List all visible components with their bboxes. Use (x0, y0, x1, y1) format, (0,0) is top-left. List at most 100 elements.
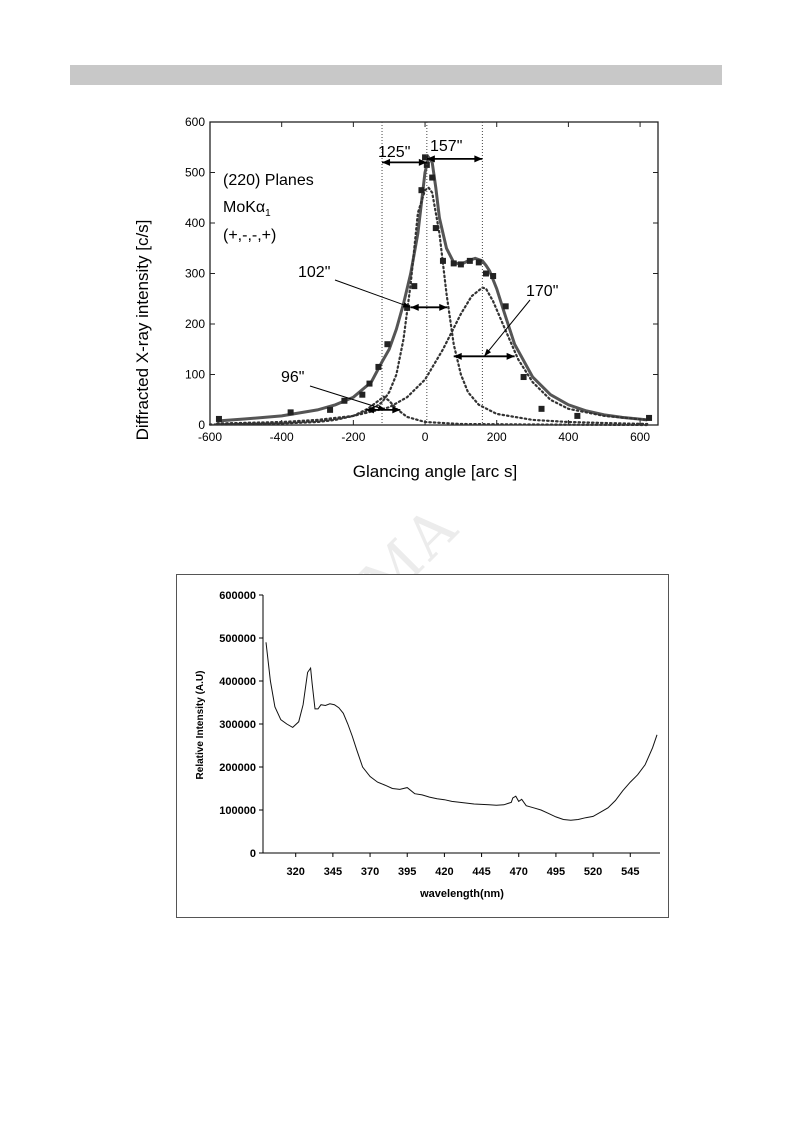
x-tick-label: -600 (198, 430, 222, 444)
fwhm-label-102: 102" (298, 264, 330, 281)
fwhm-arrow-157-head-right (474, 155, 483, 163)
y-tick-label: 400 (185, 216, 205, 230)
spectrum-chart: 0 100000 200000 300000 400000 500000 600000 320… (176, 574, 669, 918)
arrow-group (309, 155, 531, 414)
x-tick-label: 445 (472, 866, 490, 878)
radiation-label: MoKα1 (223, 199, 271, 219)
x-tick-label: 370 (361, 866, 379, 878)
x-tick-label: 0 (422, 430, 429, 444)
component-peak-line (216, 186, 649, 426)
y-tick-label: 500 (185, 166, 205, 180)
radiation-sub: 1 (265, 208, 271, 219)
y-tick-label: 100000 (219, 805, 256, 817)
pointer-96 (309, 385, 386, 411)
y-tick-label: 600 (185, 115, 205, 129)
data-point (375, 363, 382, 370)
x-tick-label: 495 (547, 866, 565, 878)
data-point (450, 260, 457, 267)
data-point (466, 257, 473, 264)
y-tick-label: 0 (198, 418, 205, 432)
x-tick-label: -400 (270, 430, 294, 444)
fwhm-arrow-157-head-left (426, 155, 435, 163)
y-tick-label: 400000 (219, 676, 256, 688)
data-point (482, 270, 489, 277)
y-tick-label: 300 (185, 267, 205, 281)
data-point (574, 412, 581, 419)
y-tick-label: 0 (250, 848, 256, 860)
data-point (422, 154, 429, 161)
y-tick-label: 300000 (219, 719, 256, 731)
data-point (432, 225, 439, 232)
x-tick-label: 545 (621, 866, 639, 878)
x-tick-label: 320 (287, 866, 305, 878)
fwhm-arrow-96-head-left (365, 406, 374, 414)
x-tick-label: -200 (341, 430, 365, 444)
data-point (439, 257, 446, 264)
planes-label: (220) Planes (223, 172, 314, 189)
fwhm-arrow-102-head-left (410, 303, 419, 311)
fwhm-arrow-170-head-left (453, 352, 462, 360)
x-axis-label: Glancing angle [arc s] (353, 462, 517, 481)
y-tick-label: 100 (185, 368, 205, 382)
header-bar (70, 65, 722, 85)
fwhm-arrow-96-head-right (392, 406, 401, 414)
pointer-102-head (402, 302, 411, 308)
component-peak-line (208, 395, 649, 427)
x-tick-label: 395 (398, 866, 416, 878)
fwhm-label-96: 96" (281, 369, 304, 386)
tick-labels: -600 -400 -200 0 200 400 600 0 100 200 300 400 500 60… (185, 115, 658, 444)
fwhm-arrow-125-head-right (418, 158, 427, 166)
data-point (287, 409, 294, 416)
y-tick-label: 200000 (219, 762, 256, 774)
data-point (475, 259, 482, 266)
data-point (502, 303, 509, 310)
series-group (208, 153, 649, 427)
fwhm-arrow-102-head-right (439, 303, 448, 311)
x-tick-label: 200 (487, 430, 507, 444)
data-point (538, 405, 545, 412)
y-axis-label: Diffracted X-ray intensity [c/s] (133, 220, 152, 441)
x-tick-label: 400 (558, 430, 578, 444)
xray-chart: -600 -400 -200 0 200 400 600 0 100 200 300 400 500 60… (133, 115, 659, 481)
fwhm-arrow-170-head-right (506, 352, 515, 360)
pointer-102 (334, 279, 411, 308)
x-tick-label: 345 (324, 866, 342, 878)
data-point (404, 304, 411, 311)
y-tick-label: 200 (185, 317, 205, 331)
component-peak-line (216, 286, 649, 425)
data-point (490, 273, 497, 280)
fwhm-label-157: 157" (430, 138, 462, 155)
data-point (215, 415, 222, 422)
fwhm-label-170: 170" (526, 283, 558, 300)
y-axis-label: Relative Intensity (A.U) (195, 671, 206, 780)
y-tick-label: 500000 (219, 633, 256, 645)
spectrum-line (265, 642, 658, 821)
data-point (359, 391, 366, 398)
x-tick-label: 420 (435, 866, 453, 878)
marker-group (215, 154, 653, 422)
data-point (384, 341, 391, 348)
fwhm-label-125: 125" (378, 144, 410, 161)
x-tick-label: 520 (584, 866, 602, 878)
tick-labels: 0 100000 200000 300000 400000 500000 600000 320… (219, 590, 639, 878)
y-tick-label: 600000 (219, 590, 256, 602)
data-point (520, 374, 527, 381)
data-point (366, 380, 373, 387)
radiation-base: MoKα (223, 199, 265, 216)
data-point (457, 261, 464, 268)
x-tick-label: 470 (510, 866, 528, 878)
series-group (265, 642, 658, 821)
x-axis-label: wavelength(nm) (419, 888, 504, 900)
arrangement-label: (+,-,-,+) (223, 227, 276, 244)
chart-border (176, 574, 669, 918)
data-point (646, 414, 653, 421)
data-point (327, 406, 334, 413)
data-point (341, 397, 348, 404)
pointer-170-head (484, 348, 492, 357)
data-point (411, 283, 418, 290)
data-point (429, 174, 436, 181)
x-tick-label: 600 (630, 430, 650, 444)
fwhm-arrow-125-head-left (382, 158, 391, 166)
vline-group (381, 122, 483, 425)
data-point (418, 187, 425, 194)
